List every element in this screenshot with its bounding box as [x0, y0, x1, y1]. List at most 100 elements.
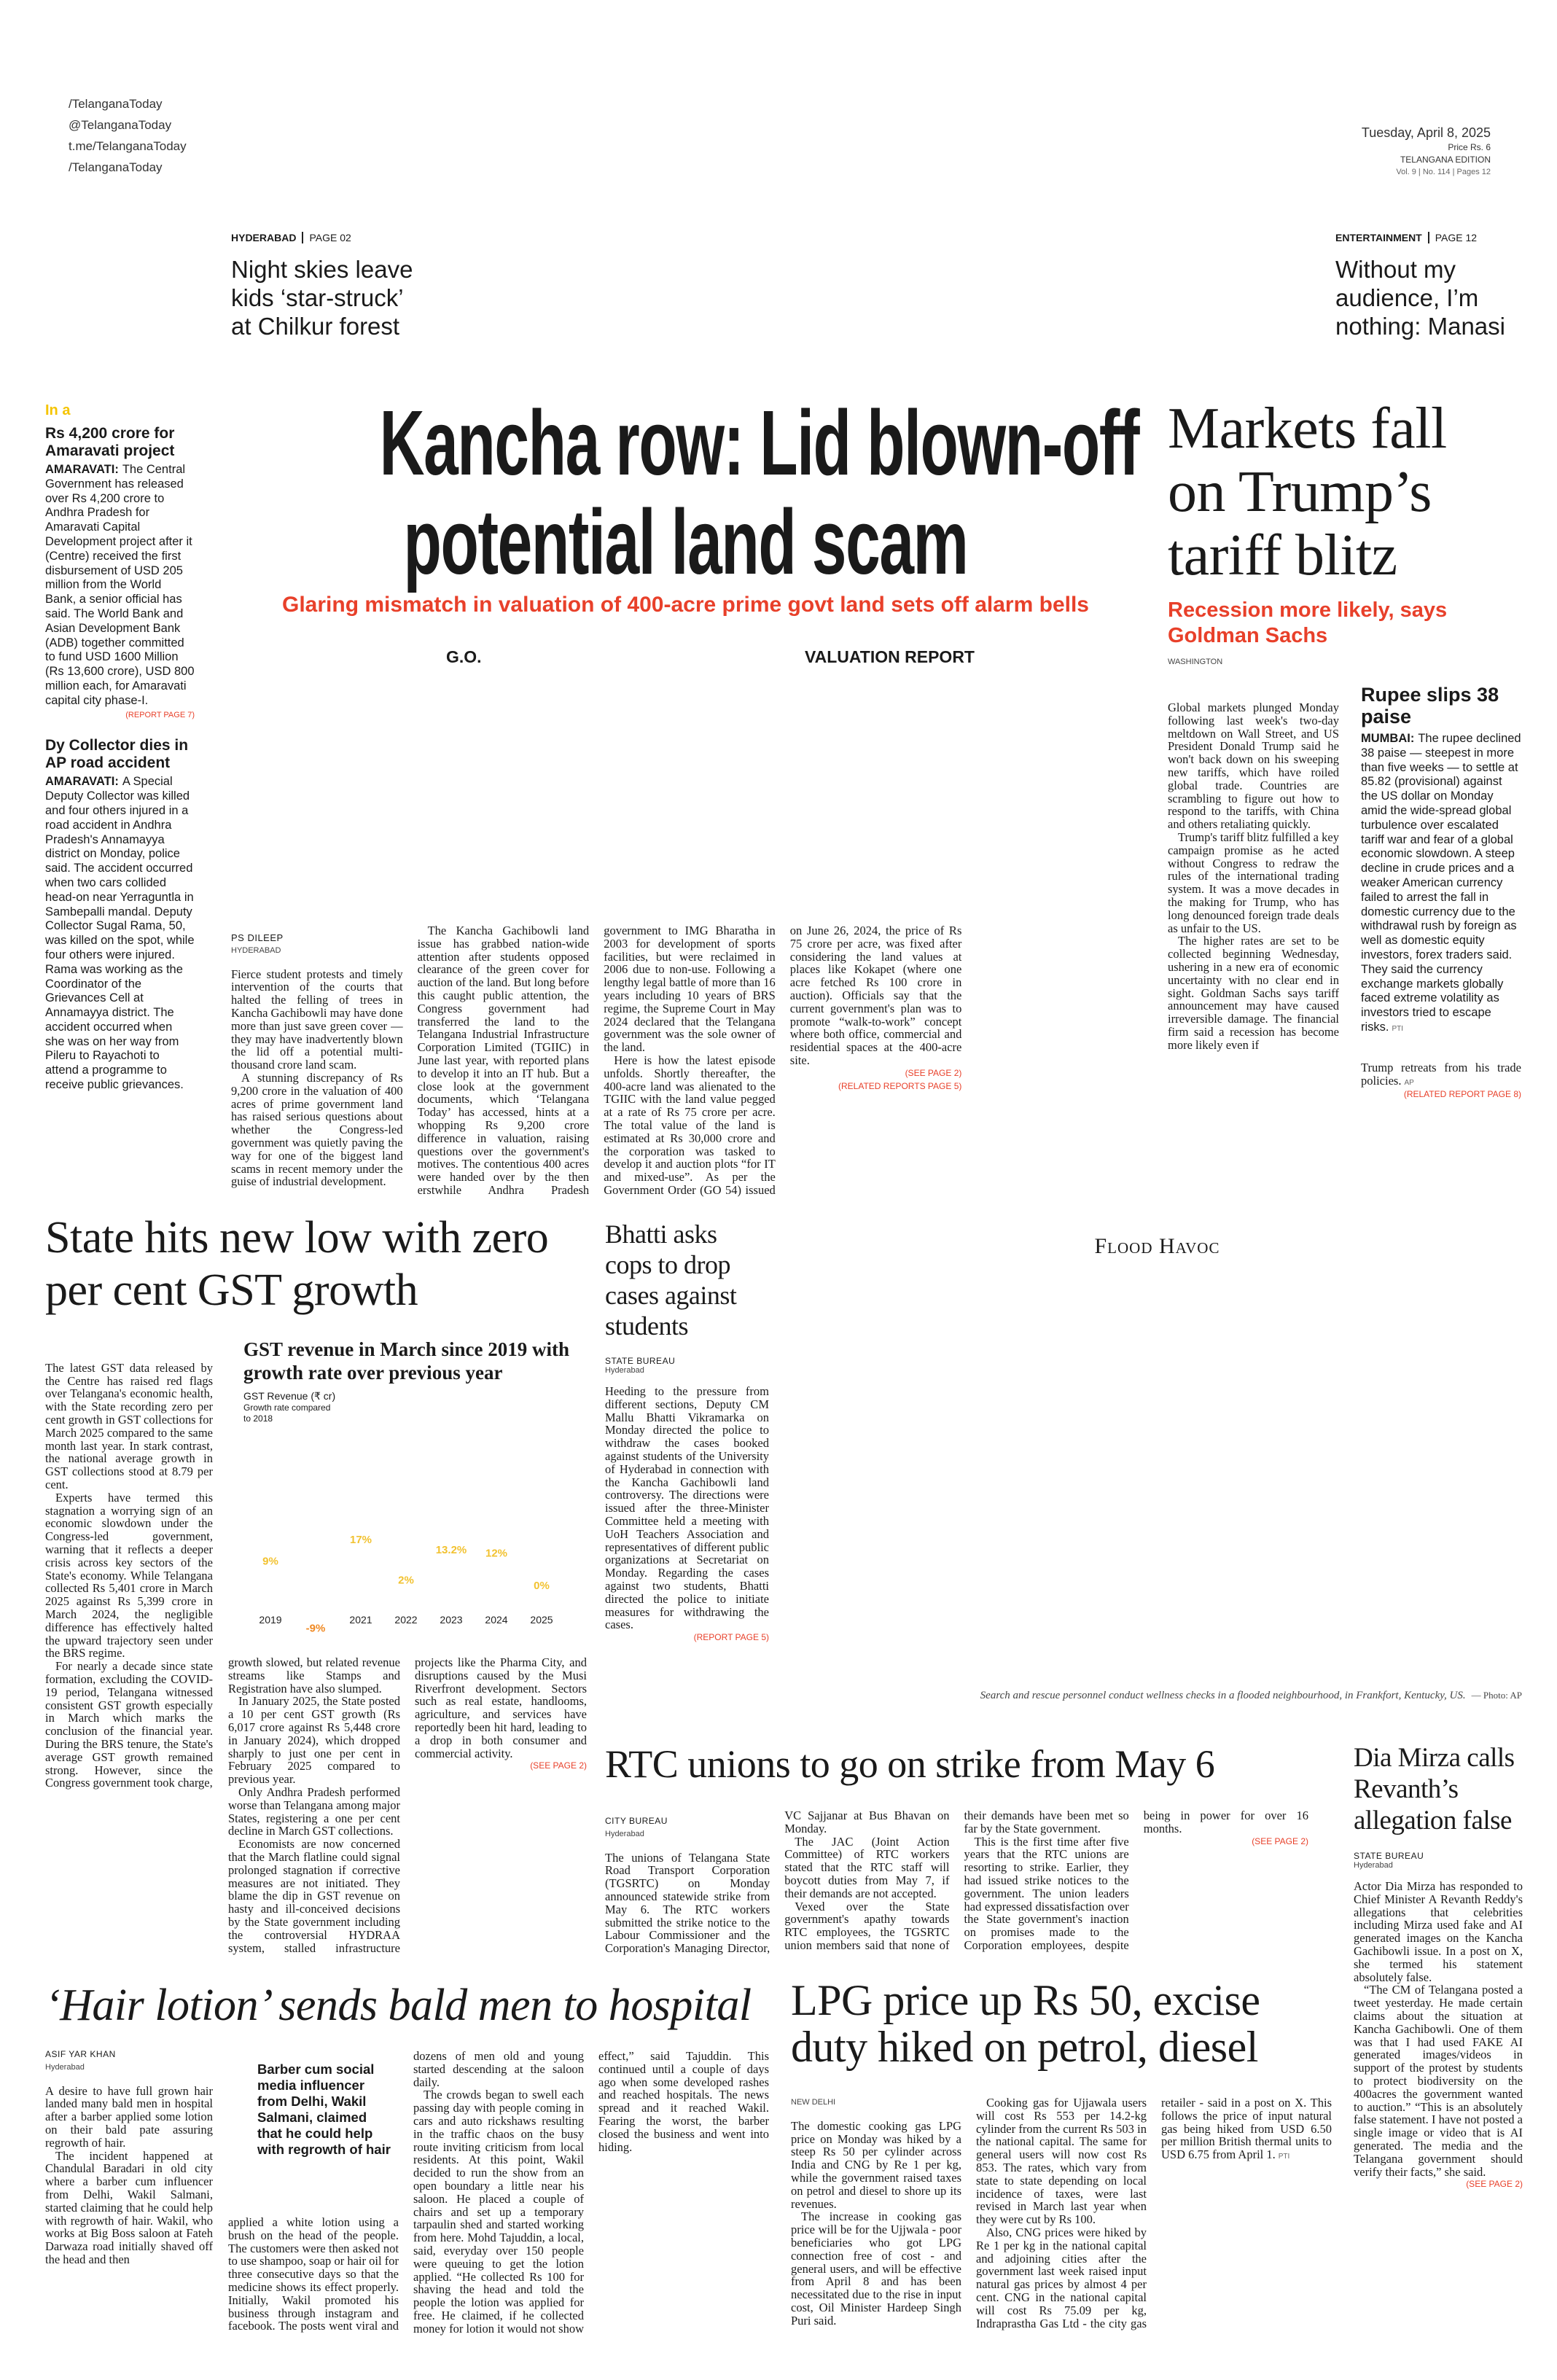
- gst-headline: State hits new low with zero per cent GS…: [45, 1213, 549, 1315]
- teaser-section: ENTERTAINMENT: [1335, 232, 1422, 243]
- chart-title: GST revenue in March since 2019 with gro…: [243, 1338, 570, 1384]
- date-block: Tuesday, April 8, 2025 Price Rs. 6 TELANGA…: [1362, 124, 1491, 178]
- value-label: 17%: [350, 1534, 372, 1546]
- paragraph: The latest GST data released by the Cent…: [45, 1360, 213, 1491]
- dateline: NEW DELHI: [791, 2098, 836, 2107]
- lpg-headline: LPG price up Rs 50, excise duty hiked on…: [791, 1976, 1260, 2071]
- brief-text: The Central Government has released over…: [45, 463, 195, 707]
- paragraph: The incident happened at Chandulal Barad…: [45, 2148, 213, 2266]
- paragraph: Only Andhra Pradesh performed worse than…: [228, 1784, 400, 1838]
- paragraph: Economists are now concerned that the Ma…: [228, 1656, 587, 1955]
- x-tick-label: 2025: [530, 1614, 553, 1626]
- bhatti-body: Heeding to the pressure from different s…: [605, 1385, 769, 1644]
- paragraph: The domestic cooking gas LPG price on Mo…: [791, 2118, 961, 2211]
- page-ref: (REPORT PAGE 7): [125, 710, 195, 719]
- subhead: Glaring mismatch in valuation of 400-acr…: [282, 593, 1089, 617]
- paragraph: Heeding to the pressure from different s…: [605, 1384, 769, 1632]
- dateline: Hyderabad: [45, 2062, 85, 2072]
- paragraph: The JAC (Joint Action Committee) of RTC …: [784, 1834, 950, 1900]
- teaser-section-row: HYDERABAD PAGE 02: [231, 232, 428, 245]
- photo-caption: Search and rescue personnel conduct well…: [791, 1690, 1522, 1702]
- rtc-story: CITY BUREAU Hyderabad The unions of Telang…: [605, 1809, 1308, 1966]
- paragraph: In January 2025, the State posted a 10 p…: [228, 1694, 400, 1787]
- photo-credit: — Photo: AP: [1471, 1690, 1522, 1701]
- dateline: Hyderabad: [605, 1366, 644, 1375]
- markets-column: Global markets plunged Monday following …: [1168, 701, 1339, 1198]
- teaser-headline: Without my audience, I’m nothing: Manasi: [1335, 256, 1505, 340]
- teaser: HYDERABAD PAGE 02 Night skies leave kids ‘…: [231, 232, 428, 340]
- paragraph: “The CM of Telangana posted a tweet yest…: [1354, 1983, 1523, 2179]
- volume: Vol. 9 | No. 114 | Pages 12: [1396, 168, 1491, 176]
- brief-headline: Rs 4,200 crore for Amaravati project: [45, 425, 175, 459]
- rtc-headline: RTC unions to go on strike from May 6: [605, 1741, 1319, 1787]
- page-ref: (SEE PAGE 2): [905, 1067, 962, 1078]
- x-tick-label: 2021: [349, 1614, 372, 1626]
- teaser-page: PAGE 02: [302, 232, 351, 243]
- label: G.O.: [446, 647, 482, 666]
- teaser-headline: Night skies leave kids ‘star-struck’ at …: [231, 256, 413, 340]
- graphic-label: G.O.: [446, 647, 482, 667]
- edition: TELANGANA EDITION: [1400, 155, 1491, 165]
- page-ref: (SEE PAGE 2): [530, 1760, 587, 1771]
- paragraph: The increase in cooking gas price will b…: [791, 2209, 961, 2328]
- credit: PTI: [1392, 1024, 1404, 1033]
- teaser-section: HYDERABAD: [231, 232, 297, 243]
- social-link: /TelanganaToday: [69, 97, 163, 111]
- highlight: Barber cum social media influencer from …: [257, 2061, 391, 2157]
- paragraph: This is the first time after five years …: [964, 1809, 1309, 1952]
- byline: STATE BUREAU: [605, 1356, 676, 1366]
- paragraph: The higher rates are set to be collected…: [1168, 934, 1339, 1052]
- markets-headline: Markets fall on Trump’s tariff blitz: [1168, 397, 1447, 588]
- paragraph: Experts have termed this stagnation a wo…: [45, 1490, 213, 1661]
- paragraph: Also, CNG prices were hiked by Re 1 per …: [976, 2096, 1332, 2330]
- label: Flood Havoc: [1094, 1234, 1220, 1258]
- briefs-label: In a: [45, 402, 71, 418]
- rtc-headline: RTC unions to go on strike from May 6: [605, 1742, 1215, 1786]
- rupee-headline: Rupee slips 38 paise: [1361, 684, 1499, 727]
- byline: PS DILEEP: [231, 932, 284, 943]
- continuation-text: Trump retreats from his trade policies.: [1361, 1060, 1521, 1088]
- continuation: Trump retreats from his trade policies. A…: [1361, 1061, 1521, 1090]
- dateline: WASHINGTON: [1168, 658, 1223, 666]
- page-ref: (SEE PAGE 2): [1466, 2179, 1523, 2190]
- lead-subhead: Glaring mismatch in valuation of 400-acr…: [235, 593, 1136, 617]
- headline-line: Kancha row: Lid blown-off: [379, 391, 1140, 494]
- label: VALUATION REPORT: [805, 647, 975, 666]
- bhatti-headline: Bhatti asks cops to drop cases against s…: [605, 1220, 737, 1341]
- social-link: /TelanganaToday: [69, 160, 163, 174]
- caption: Search and rescue personnel conduct well…: [980, 1690, 1466, 1701]
- photo-label: Flood Havoc: [791, 1234, 1523, 1259]
- gst-headline: State hits new low with zero per cent GS…: [45, 1212, 599, 1316]
- value-label: 9%: [262, 1556, 278, 1568]
- dateline: Hyderabad: [1354, 1861, 1393, 1870]
- brief: Rs 4,200 crore for Amaravati project AMAR…: [45, 425, 195, 722]
- paragraph: The unions of Telangana State Road Trans…: [605, 1809, 950, 1956]
- hair-headline: ‘Hair lotion’ sends bald men to hospital: [45, 1981, 752, 2030]
- page-ref: (SEE PAGE 2): [1252, 1835, 1308, 1846]
- paragraph: The Kancha Gachibowli land issue has gra…: [417, 924, 776, 1197]
- paragraph: Actor Dia Mirza has responded to Chief M…: [1354, 1879, 1523, 1984]
- lpg-story: NEW DELHI The domestic cooking gas LPG pr…: [791, 2096, 1332, 2337]
- gst-chart: GST revenue in March since 2019 with gro…: [243, 1338, 586, 1651]
- hair-continued: Barber cum social media influencer from …: [228, 2050, 769, 2337]
- gst-continued: growth slowed, but related revenue strea…: [228, 1656, 587, 1965]
- paragraph: Fierce student protests and timely inter…: [231, 967, 403, 1072]
- headline-line: potential land scam: [403, 491, 968, 593]
- gst-column: HYDERABADThe latest GST data released by…: [45, 1360, 213, 1821]
- graphic-label: VALUATION REPORT: [805, 647, 975, 667]
- lead-headline: Kancha row: Lid blown-off potential land …: [235, 391, 1140, 592]
- credit: PTI: [1278, 2153, 1290, 2161]
- markets-story: Markets fall on Trump’s tariff blitz Rece…: [1168, 397, 1525, 676]
- teaser: ENTERTAINMENT PAGE 12 Without my audience,…: [1335, 232, 1532, 340]
- dateline: AMARAVATI:: [45, 463, 119, 476]
- value-label: 2%: [398, 1575, 414, 1587]
- social-link: @TelanganaToday: [69, 118, 172, 132]
- byline: ASIF YAR KHAN: [45, 2049, 116, 2059]
- paragraph: The crowds began to swell each passing d…: [413, 2050, 769, 2336]
- chart-axis-label: GST Revenue (₹ cr): [243, 1390, 336, 1402]
- social-link: t.me/TelanganaToday: [69, 139, 187, 153]
- dateline: HYDERABAD: [231, 945, 281, 955]
- paragraph: A stunning discrepancy of Rs 9,200 crore…: [231, 1070, 403, 1189]
- value-label: 12%: [485, 1548, 507, 1560]
- x-tick-label: 2019: [259, 1614, 281, 1626]
